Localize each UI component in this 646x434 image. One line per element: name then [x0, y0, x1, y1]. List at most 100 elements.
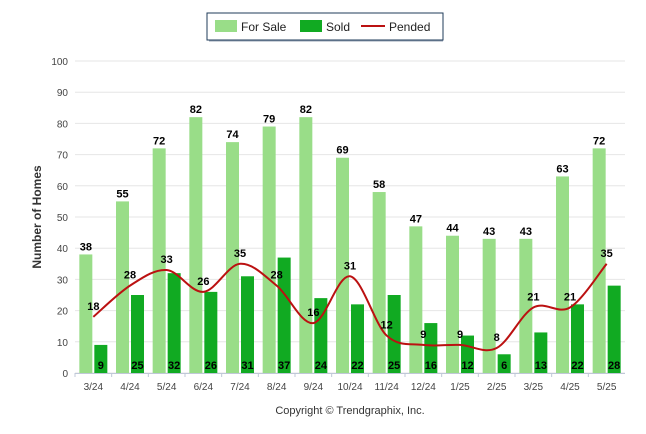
- label-sold: 9: [98, 360, 104, 372]
- label-for-sale: 38: [80, 241, 92, 253]
- label-for-sale: 69: [336, 145, 348, 157]
- bar-sold: [204, 291, 218, 373]
- legend-swatch-for-sale: [215, 20, 237, 32]
- bar-for-sale: [262, 126, 276, 374]
- label-sold: 28: [608, 360, 620, 372]
- label-sold: 24: [315, 360, 328, 372]
- legend-label-pended: Pended: [389, 20, 430, 34]
- label-for-sale: 82: [190, 104, 202, 116]
- label-pended: 31: [344, 260, 356, 272]
- legend-label-sold: Sold: [326, 20, 350, 34]
- label-sold: 12: [461, 360, 473, 372]
- y-tick-label: 80: [57, 119, 69, 130]
- y-tick-label: 30: [57, 275, 69, 286]
- label-sold: 25: [131, 360, 143, 372]
- y-tick-label: 60: [57, 182, 69, 193]
- label-pended: 12: [381, 320, 393, 332]
- grid-layer: [75, 60, 625, 374]
- x-tick-label: 2/25: [487, 382, 507, 393]
- copyright-text: Copyright © Trendgraphix, Inc.: [275, 405, 424, 417]
- bar-for-sale: [116, 201, 129, 373]
- bar-sold: [167, 273, 181, 373]
- y-tick-label: 40: [57, 244, 69, 255]
- label-pended: 35: [234, 248, 246, 260]
- label-pended: 28: [271, 270, 283, 282]
- line-layer: [92, 262, 608, 352]
- bar-for-sale: [372, 192, 386, 373]
- bar-sold: [351, 304, 364, 373]
- y-tick-label: 10: [57, 338, 69, 349]
- label-pended: 26: [197, 276, 209, 288]
- y-tick-label: 100: [51, 57, 68, 68]
- bar-for-sale: [79, 254, 93, 373]
- label-pended: 18: [87, 301, 99, 313]
- legend-label-for-sale: For Sale: [241, 20, 287, 34]
- label-for-sale: 82: [300, 104, 312, 116]
- bar-for-sale: [152, 148, 166, 373]
- label-for-sale: 55: [116, 188, 128, 200]
- bar-sold: [277, 257, 291, 373]
- x-tick-label: 12/24: [411, 382, 436, 393]
- bar-sold: [241, 276, 254, 373]
- y-tick-label: 90: [57, 88, 69, 99]
- label-sold: 22: [351, 360, 363, 372]
- y-tick-label: 0: [62, 369, 68, 380]
- bar-sold: [497, 354, 511, 373]
- label-sold: 32: [168, 360, 180, 372]
- label-sold: 25: [388, 360, 400, 372]
- x-tick-label: 4/25: [560, 382, 580, 393]
- label-pended: 33: [161, 254, 173, 266]
- bar-for-sale: [409, 226, 423, 373]
- bar-sold: [131, 295, 144, 373]
- y-tick-label: 20: [57, 307, 69, 318]
- label-pended: 35: [601, 248, 613, 260]
- y-tick-label: 70: [57, 151, 69, 162]
- bar-sold: [607, 285, 621, 373]
- bar-for-sale: [226, 142, 239, 373]
- label-sold: 6: [501, 360, 507, 372]
- label-pended: 16: [307, 307, 319, 319]
- label-for-sale: 63: [556, 163, 568, 175]
- label-for-sale: 43: [483, 226, 495, 238]
- legend: For Sale Sold Pended: [206, 12, 444, 42]
- bar-for-sale: [446, 235, 459, 373]
- label-for-sale: 43: [520, 226, 532, 238]
- label-for-sale: 47: [410, 213, 422, 225]
- bar-sold: [424, 323, 438, 373]
- label-pended: 21: [527, 291, 539, 303]
- y-tick-label: 50: [57, 213, 69, 224]
- x-tick-label: 5/25: [597, 382, 617, 393]
- bar-for-sale: [482, 238, 496, 373]
- bar-sold: [94, 344, 108, 373]
- label-for-sale: 58: [373, 179, 385, 191]
- label-layer: 3895525723282267431793782246922582547164…: [80, 104, 621, 372]
- label-sold: 37: [278, 360, 290, 372]
- bar-for-sale: [189, 117, 203, 373]
- label-pended: 21: [564, 291, 576, 303]
- label-sold: 13: [535, 360, 547, 372]
- axis-layer: 0 10 20 30 40 50 60 70 80 90 100 3/24 4/24 5/24 6/24 7/…: [51, 57, 625, 393]
- bar-sold: [387, 295, 401, 373]
- label-sold: 16: [425, 360, 437, 372]
- label-sold: 31: [241, 360, 253, 372]
- bar-for-sale: [519, 238, 533, 373]
- legend-box: [206, 12, 444, 41]
- label-sold: 26: [205, 360, 217, 372]
- x-tick-label: 5/24: [157, 382, 177, 393]
- bar-for-sale: [592, 148, 606, 373]
- x-tick-label: 10/24: [337, 382, 362, 393]
- label-pended: 9: [457, 329, 463, 341]
- label-for-sale: 72: [593, 135, 605, 147]
- bar-for-sale: [336, 157, 349, 373]
- label-pended: 28: [124, 270, 136, 282]
- label-pended: 9: [420, 329, 426, 341]
- x-tick-label: 3/24: [84, 382, 104, 393]
- bar-layer: [79, 117, 621, 374]
- label-for-sale: 79: [263, 114, 275, 126]
- x-tick-label: 4/24: [120, 382, 140, 393]
- x-tick-label: 1/25: [450, 382, 470, 393]
- x-tick-label: 9/24: [304, 382, 324, 393]
- pended-line: [92, 262, 608, 352]
